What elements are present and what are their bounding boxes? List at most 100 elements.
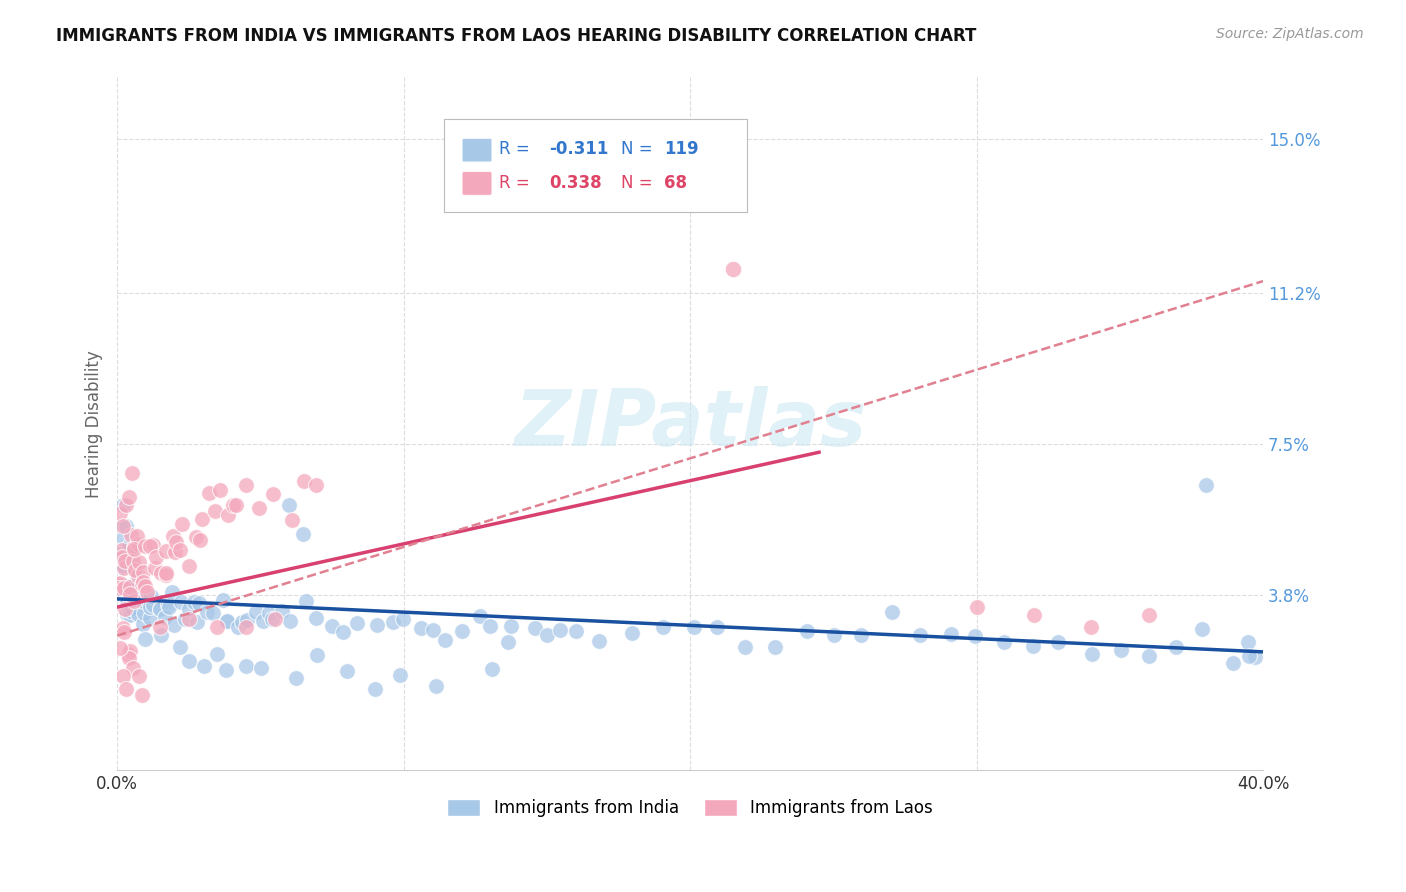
Point xyxy=(993,635,1015,649)
Point xyxy=(108,506,131,520)
Point xyxy=(134,579,156,593)
Point xyxy=(118,651,141,665)
Point xyxy=(346,616,368,631)
Point xyxy=(1237,648,1260,663)
Text: 68: 68 xyxy=(664,174,686,192)
Point xyxy=(112,561,135,575)
Point xyxy=(124,585,146,599)
Point xyxy=(155,566,177,580)
Point xyxy=(136,585,159,599)
Point xyxy=(132,565,155,579)
Point xyxy=(134,606,156,620)
Point xyxy=(294,474,316,488)
Point xyxy=(150,566,173,580)
Point xyxy=(108,576,131,591)
Point xyxy=(155,568,177,582)
Point xyxy=(117,607,139,622)
Point xyxy=(1222,656,1244,670)
Point xyxy=(188,533,211,547)
Point xyxy=(121,587,143,601)
Point xyxy=(451,624,474,638)
Point xyxy=(481,662,503,676)
Point xyxy=(122,541,145,556)
Point xyxy=(128,668,150,682)
Text: 0.338: 0.338 xyxy=(550,174,602,192)
Point xyxy=(128,577,150,591)
Point xyxy=(228,619,250,633)
Point xyxy=(292,526,315,541)
Point xyxy=(114,681,136,696)
Point xyxy=(1022,608,1045,623)
Point xyxy=(145,549,167,564)
Point xyxy=(565,624,588,638)
Point xyxy=(285,671,308,685)
Point xyxy=(706,620,728,634)
Point xyxy=(112,581,135,595)
Point xyxy=(425,679,447,693)
Point xyxy=(121,600,143,615)
Point xyxy=(124,559,146,574)
Point xyxy=(1137,608,1160,623)
Point xyxy=(108,547,131,561)
Point xyxy=(132,574,155,589)
Point xyxy=(1137,648,1160,663)
Text: -0.311: -0.311 xyxy=(550,140,609,159)
Point xyxy=(118,580,141,594)
Point xyxy=(111,550,134,565)
Text: IMMIGRANTS FROM INDIA VS IMMIGRANTS FROM LAOS HEARING DISABILITY CORRELATION CHA: IMMIGRANTS FROM INDIA VS IMMIGRANTS FROM… xyxy=(56,27,977,45)
Point xyxy=(1081,647,1104,661)
Point xyxy=(186,530,208,544)
Point xyxy=(118,587,141,601)
Point xyxy=(366,618,388,632)
Point xyxy=(169,542,191,557)
Point xyxy=(142,538,165,552)
Point xyxy=(143,560,166,574)
Point xyxy=(796,624,818,639)
Point xyxy=(499,619,522,633)
Point xyxy=(191,512,214,526)
Point xyxy=(169,640,191,655)
Point xyxy=(112,625,135,640)
Point xyxy=(225,498,247,512)
Point xyxy=(179,601,201,615)
Point xyxy=(134,539,156,553)
Point xyxy=(157,600,180,615)
Point xyxy=(262,612,284,626)
Point xyxy=(236,613,259,627)
Point xyxy=(115,579,138,593)
Point xyxy=(235,659,257,673)
Point xyxy=(939,627,962,641)
Point xyxy=(114,518,136,533)
Point xyxy=(183,595,205,609)
Point xyxy=(111,531,134,545)
Point xyxy=(134,632,156,647)
Point xyxy=(162,529,184,543)
Point xyxy=(271,605,294,619)
Point xyxy=(128,555,150,569)
Point xyxy=(114,498,136,512)
Text: 119: 119 xyxy=(664,140,699,159)
Point xyxy=(221,499,243,513)
Point xyxy=(117,539,139,553)
Point xyxy=(550,624,572,638)
Point xyxy=(131,688,153,702)
Point xyxy=(124,540,146,554)
Point xyxy=(122,594,145,608)
Point xyxy=(170,516,193,531)
Text: R =: R = xyxy=(499,174,530,192)
Point xyxy=(478,618,501,632)
Point xyxy=(278,615,301,629)
Point xyxy=(392,612,415,626)
FancyBboxPatch shape xyxy=(463,171,492,195)
Point xyxy=(114,547,136,561)
Point xyxy=(111,582,134,597)
Text: R =: R = xyxy=(499,140,530,159)
Point xyxy=(110,585,132,599)
Point xyxy=(157,598,180,612)
Point xyxy=(170,595,193,609)
Point xyxy=(621,625,644,640)
Point xyxy=(215,615,238,629)
Point xyxy=(115,580,138,594)
Point xyxy=(588,633,610,648)
Point xyxy=(307,648,329,662)
